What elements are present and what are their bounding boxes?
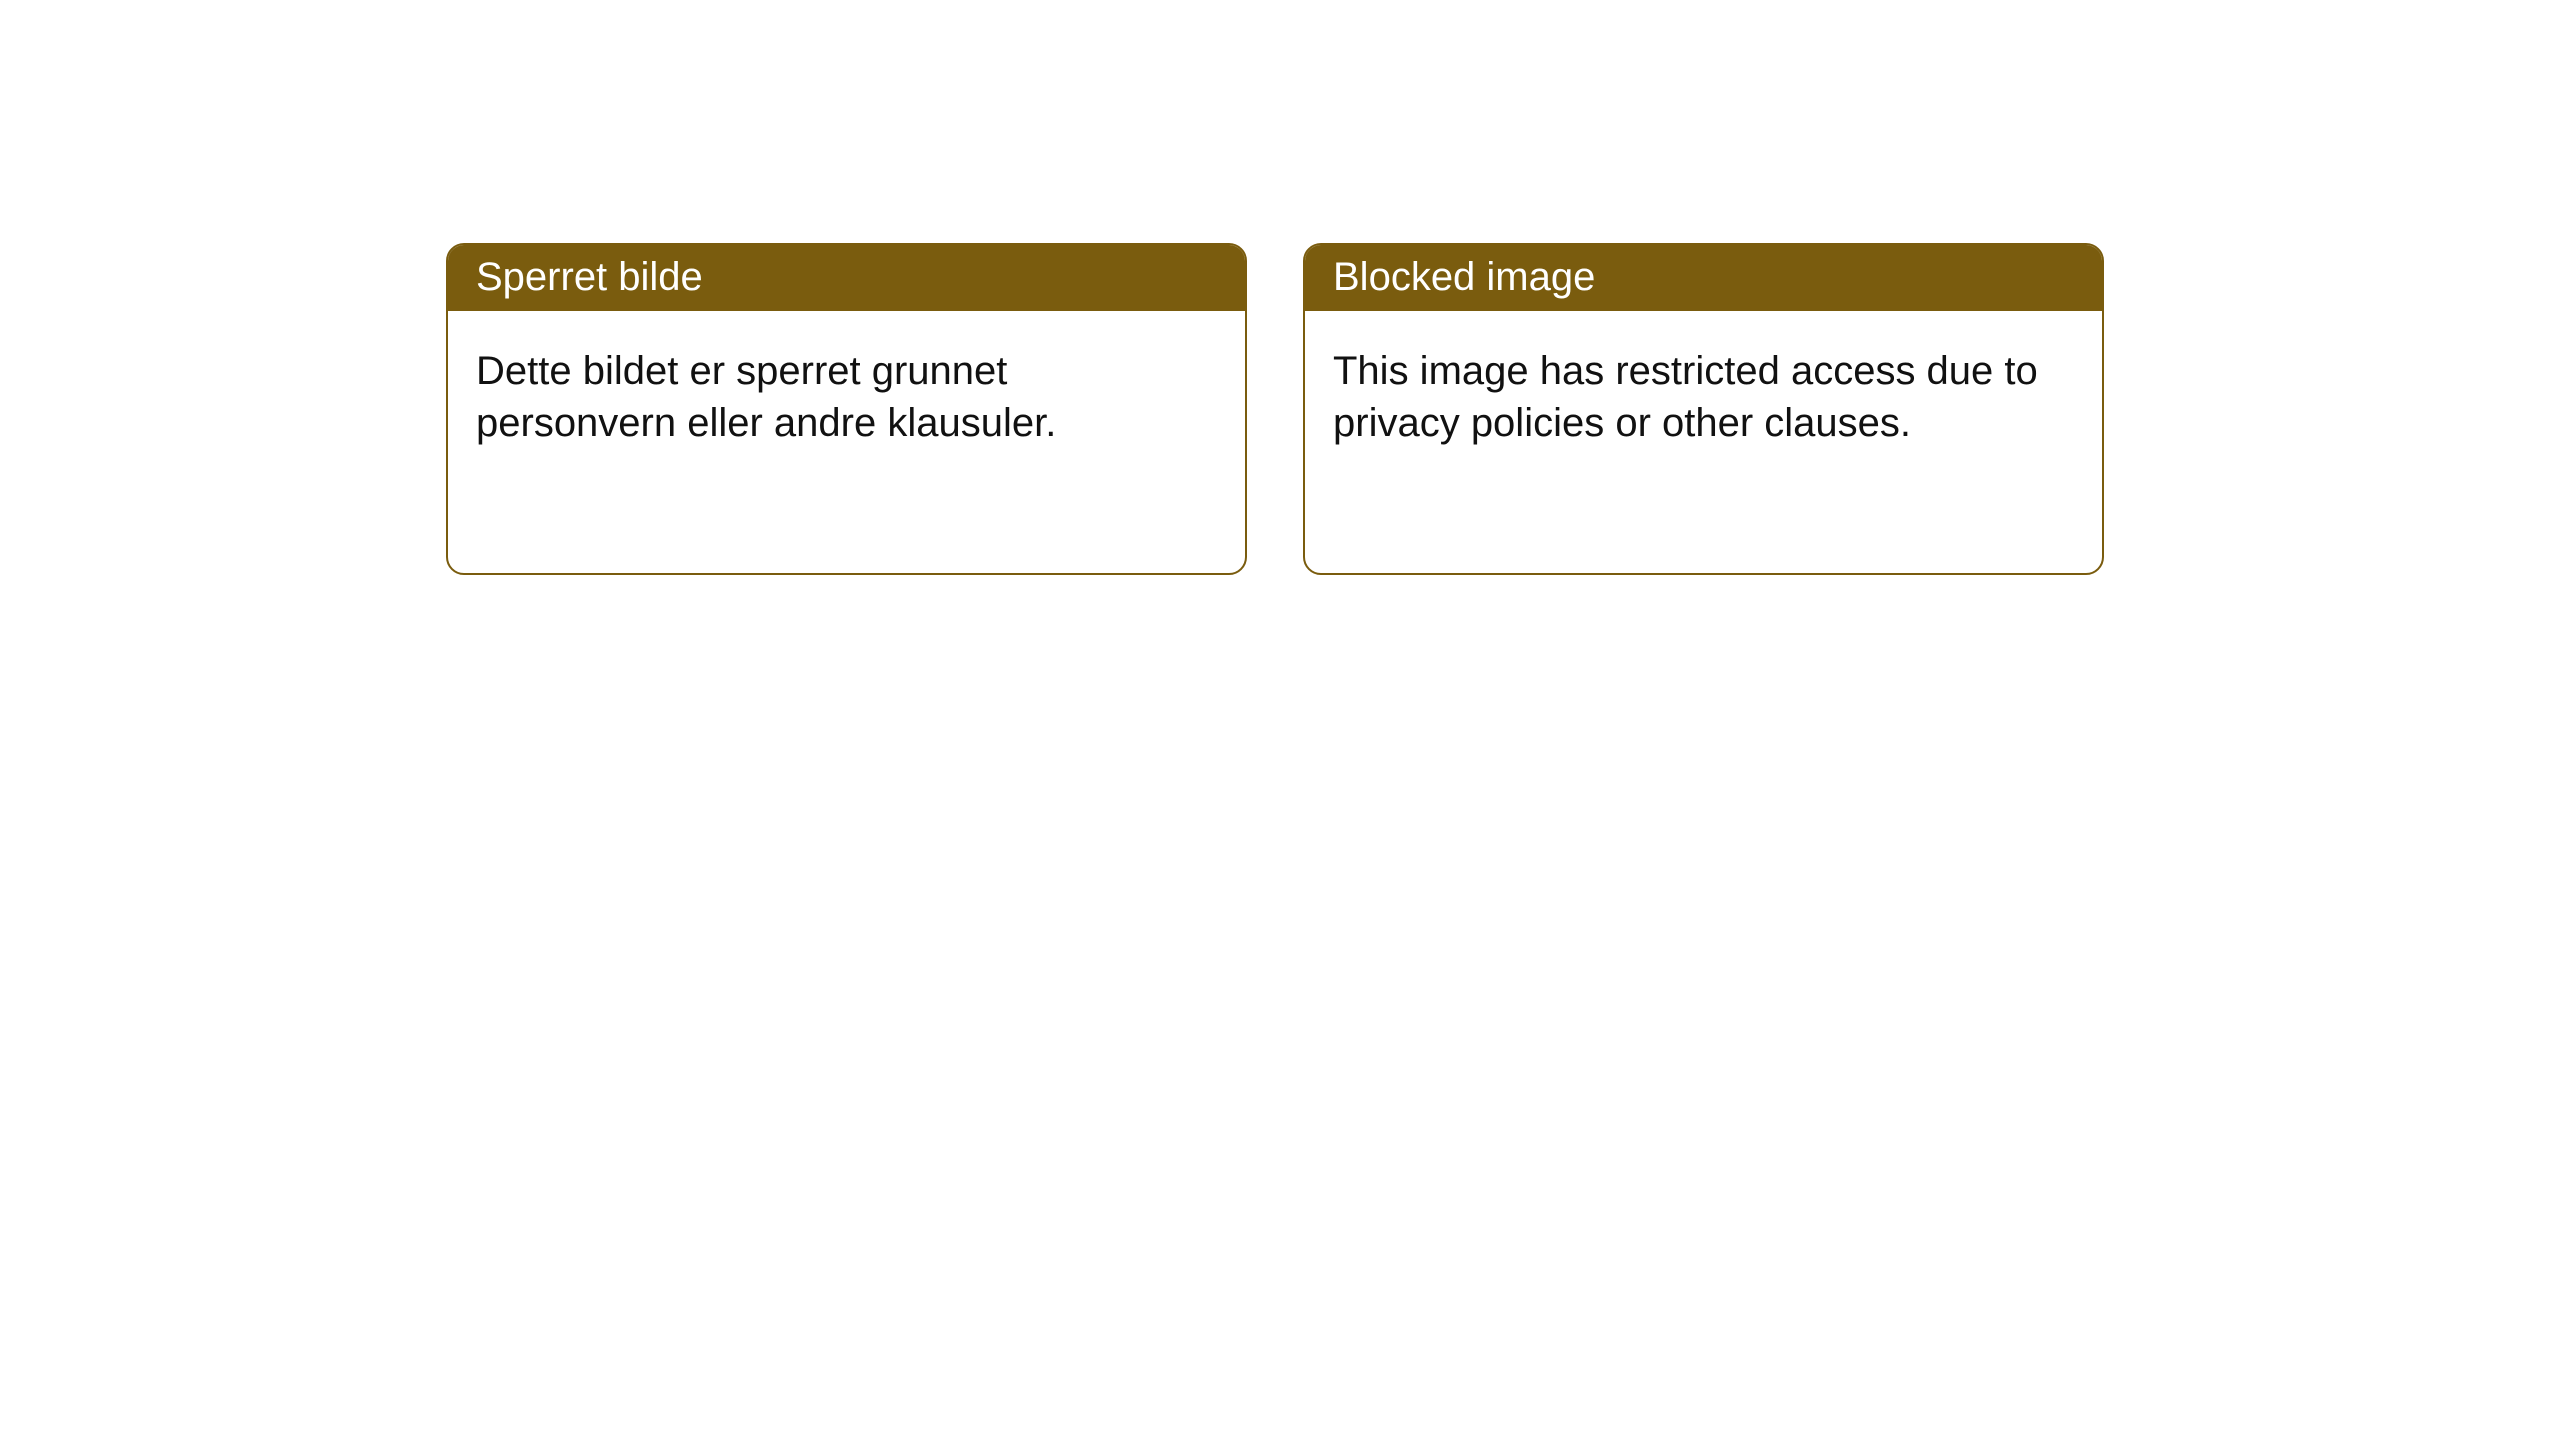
- notice-title-norwegian: Sperret bilde: [448, 245, 1245, 311]
- notice-body-english: This image has restricted access due to …: [1305, 311, 2102, 483]
- notice-title-english: Blocked image: [1305, 245, 2102, 311]
- notice-body-norwegian: Dette bildet er sperret grunnet personve…: [448, 311, 1245, 483]
- notice-card-english: Blocked image This image has restricted …: [1303, 243, 2104, 575]
- notice-card-norwegian: Sperret bilde Dette bildet er sperret gr…: [446, 243, 1247, 575]
- notice-container: Sperret bilde Dette bildet er sperret gr…: [0, 0, 2560, 575]
